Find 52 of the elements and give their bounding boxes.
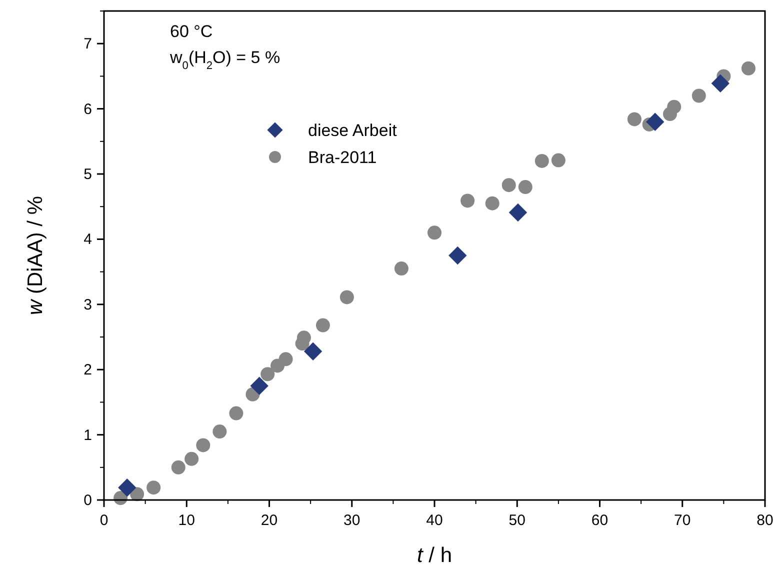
point [534, 154, 549, 168]
y-tick-label: 6 [84, 100, 92, 118]
y-axis-title: w (DiAA) / % [24, 196, 47, 316]
point [196, 438, 210, 452]
x-tick-label: 0 [100, 512, 108, 529]
point [741, 61, 756, 76]
point [394, 262, 408, 276]
point [340, 290, 354, 304]
point [448, 246, 467, 265]
legend-label: Bra-2011 [308, 148, 377, 167]
annotation: w$_{0}$(H$_{2}$O) = 5 % [169, 48, 280, 72]
y-tick-label: 0 [84, 492, 92, 509]
point [627, 112, 642, 126]
x-tick-label: 30 [344, 512, 360, 529]
point [260, 367, 275, 382]
y-tick-label: 4 [84, 231, 92, 248]
point [146, 480, 161, 495]
point [428, 226, 442, 240]
point [508, 203, 528, 222]
point [692, 88, 706, 103]
y-tick-label: 7 [84, 36, 92, 53]
point [212, 424, 227, 439]
point [278, 352, 293, 366]
point [184, 452, 199, 466]
x-tick-label: 80 [756, 512, 774, 529]
point [667, 100, 682, 114]
x-tick-label: 10 [178, 512, 195, 529]
x-tick-label: 40 [426, 512, 443, 529]
point [171, 460, 186, 474]
point [460, 194, 475, 208]
annotation: 60 °C [170, 22, 213, 41]
point [551, 153, 566, 168]
point [118, 478, 136, 497]
point [518, 180, 532, 194]
point [304, 342, 322, 360]
legend-label: diese Arbeit [308, 121, 398, 140]
x-axis-title: t / h [416, 544, 452, 567]
point [485, 196, 500, 210]
point [229, 406, 244, 420]
y-tick-label: 2 [84, 362, 92, 379]
y-tick-label: 5 [84, 166, 92, 183]
x-tick-label: 50 [508, 512, 526, 529]
point [502, 178, 516, 192]
y-tick-label: 3 [84, 296, 92, 314]
x-tick-label: 70 [674, 512, 691, 529]
x-tick-label: 20 [260, 512, 278, 529]
x-tick-label: 60 [591, 512, 608, 529]
point [711, 74, 730, 92]
point [250, 376, 268, 395]
point [646, 112, 664, 131]
point [316, 318, 330, 332]
y-tick-label: 1 [84, 426, 92, 444]
